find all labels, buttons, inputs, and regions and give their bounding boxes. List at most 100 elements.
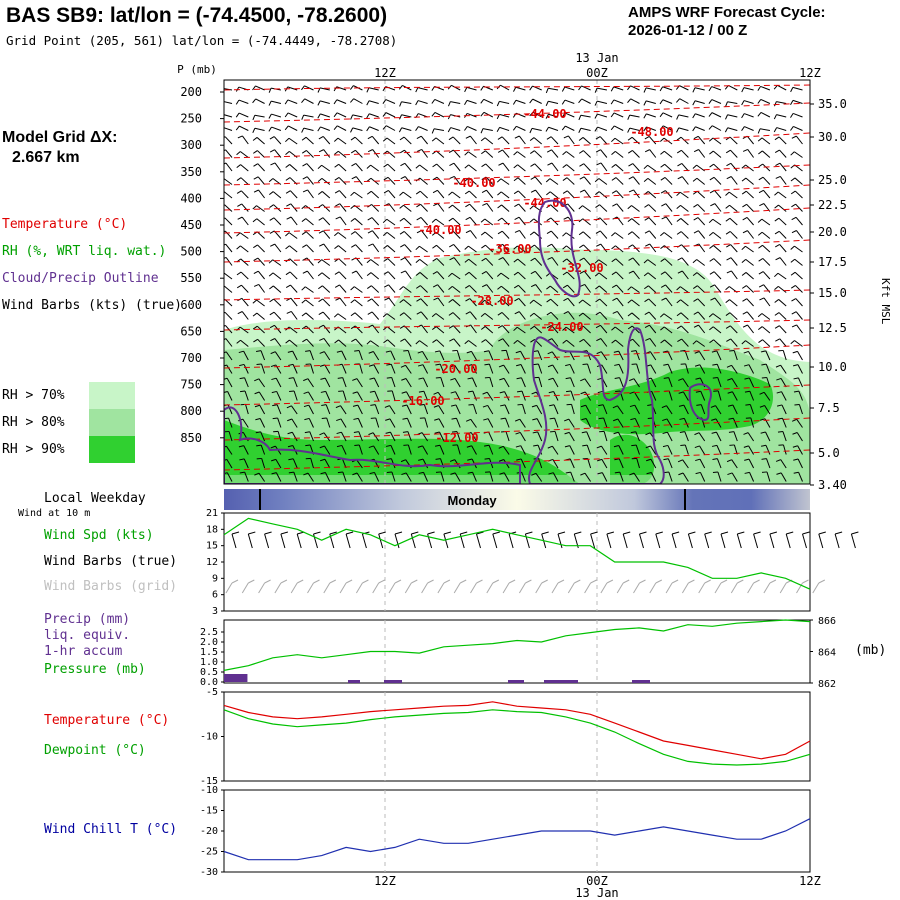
wind-barb-shaft [486,189,494,199]
wind-barb-shaft [747,230,754,239]
wind-barb-flag [647,417,653,420]
wind-barb-shaft [386,137,396,145]
wind-barb-flag [545,101,549,107]
wind-barb-shaft [505,417,510,428]
wind-barb-shaft [451,272,461,280]
pressure-tick-label: 200 [180,85,202,99]
wind-barb-grid-flag [378,579,385,584]
wind-barb-shaft [310,363,314,374]
wind-barb-true-flag [231,531,240,535]
wind-barb-shaft [305,325,314,334]
wind-barb-flag [500,404,506,407]
wind-barb-shaft [453,162,461,172]
wind-barb-shaft [587,458,592,469]
wind-barb-flag [220,114,222,118]
wind-barb-flag [530,257,536,262]
wind-barb-grid [486,582,494,594]
wind-barb-shaft [663,232,673,239]
wind-barb-flag [741,272,747,276]
wind-barb-flag [628,257,634,261]
wind-barb-shaft [488,350,494,361]
wind-barb-shaft [664,339,673,347]
wind-barb-shaft [436,163,445,172]
wind-barb-flag [758,258,764,262]
wind-barb-shaft [341,364,347,374]
wind-barb-shaft [258,378,266,388]
wind-barb-flag [448,136,454,141]
wind-barb-flag [497,230,503,235]
wind-barb-shaft [521,390,526,401]
wind-barb-flag [467,377,473,380]
wind-barb-flag [595,136,601,140]
wind-barb-shaft [566,258,575,266]
wind-barb-shaft [601,472,608,482]
wind-barb-shaft [599,230,608,239]
wind-barb-flag [627,127,631,133]
wind-barb-shaft [746,217,754,226]
isotherm-line [224,319,810,331]
wind-barb-shaft [421,230,428,239]
dewpoint-line [223,709,811,766]
wind-barb-shaft [630,85,640,91]
wind-barb-shaft [681,257,689,266]
wind-barb-true [622,533,628,549]
wind-barb-true [834,533,840,549]
wind-barb-flag [694,351,700,354]
wind-barb-flag [725,286,730,291]
wind-barb-shaft [517,190,526,199]
wind-barb-flag [417,364,424,367]
wind-barb-grid [339,582,347,594]
wind-barb-flag [547,162,553,166]
wind-barb-flag [629,391,635,395]
wind-barb-shaft [322,298,331,307]
wind-barb-grid [551,582,559,594]
wind-barb-flag [759,405,765,408]
wind-barb-shaft [500,191,510,199]
wind-barb-flag [301,312,307,317]
wind-barb-shaft [780,472,787,482]
wind-barb-flag [793,458,799,461]
wind-barb-flag [742,324,748,328]
isotherm-label: -40.00 [418,223,461,237]
wind-barb-flag [693,324,699,328]
wind-barb-flag [727,378,733,381]
wind-barb-shaft [224,272,233,280]
wind-barb-shaft [452,299,461,307]
wind-barb-shaft [359,363,363,374]
wind-barb-flag [224,256,227,259]
pressure-tick-label: 650 [180,324,202,338]
wind-barb-shaft [421,432,429,442]
wind-barb-flag [254,472,260,476]
wind-barb-flag [660,190,666,194]
wind-barb-shaft [792,99,803,104]
wind-barb-flag [710,405,716,408]
wind-barb-true [639,533,644,549]
wind-barb-flag [514,298,520,302]
wind-barb-flag [351,163,357,167]
wind-barb-flag [516,458,522,461]
wind-barb-flag [336,444,342,448]
wind-barb-flag [288,377,294,379]
wind-barb-flag [515,445,521,448]
wind-panel-barbs [225,531,859,594]
wind-barb-shaft [552,378,559,388]
wind-barb-shaft [450,127,461,131]
wind-barb-flag [562,164,567,169]
wind-barb-flag [321,417,327,420]
wind-barb-flag [256,350,262,352]
wind-barb-shaft [649,243,657,253]
wind-barb-flag [416,148,422,152]
wind-barb-shaft [632,163,640,172]
wind-barb-flag [416,311,422,315]
wind-barb-shaft [355,257,363,266]
wind-barb-flag [595,311,601,316]
wind-barb-grid [355,582,363,594]
wind-barb-shaft [733,350,738,361]
wind-barb-flag [496,178,502,183]
wind-barb-flag [725,231,731,235]
wind-barb-shaft [488,431,494,442]
wind-barb-shaft [795,217,803,226]
wind-barb-flag [450,404,457,407]
wind-barb-shaft [551,149,559,158]
wind-barb-flag [465,311,471,315]
